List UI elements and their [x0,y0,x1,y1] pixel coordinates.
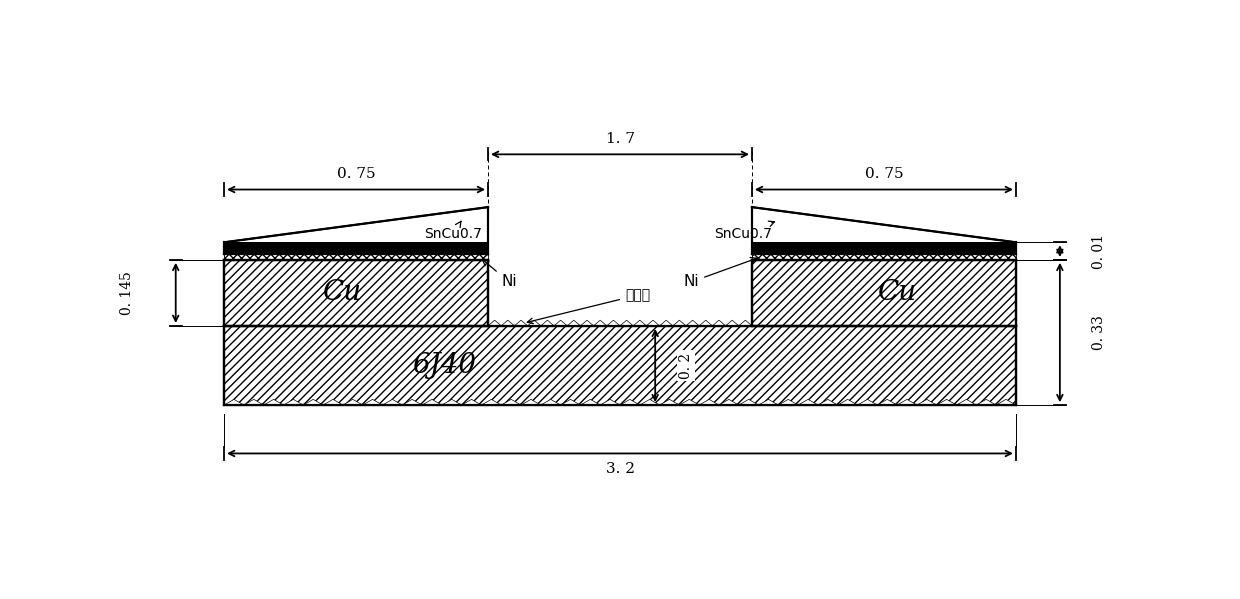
Polygon shape [382,400,402,405]
Polygon shape [956,400,976,405]
Polygon shape [481,400,501,405]
Text: 1. 7: 1. 7 [605,132,635,146]
Polygon shape [620,320,634,326]
Polygon shape [916,400,936,405]
Bar [751,260,1016,326]
Polygon shape [284,400,304,405]
Text: 0. 145: 0. 145 [120,271,134,315]
Polygon shape [362,400,382,405]
Text: 0. 2: 0. 2 [680,352,693,379]
Polygon shape [640,400,660,405]
Text: 3. 2: 3. 2 [605,462,635,476]
Polygon shape [699,320,712,326]
Text: 6J40: 6J40 [412,352,476,379]
Bar [751,243,1016,254]
Polygon shape [580,400,600,405]
Text: 0. 75: 0. 75 [337,167,376,181]
Bar [224,243,489,254]
Polygon shape [646,320,660,326]
Polygon shape [441,400,461,405]
Polygon shape [422,400,441,405]
Polygon shape [699,400,719,405]
Polygon shape [264,400,284,405]
Polygon shape [739,400,759,405]
Polygon shape [521,400,541,405]
Bar [224,243,489,254]
Polygon shape [838,400,858,405]
Polygon shape [501,320,515,326]
Bar [751,254,1016,260]
Polygon shape [324,400,343,405]
Text: Ni: Ni [683,258,756,289]
Polygon shape [554,320,567,326]
Text: 0. 33: 0. 33 [1092,315,1106,350]
Polygon shape [686,320,699,326]
Polygon shape [759,400,779,405]
Polygon shape [725,320,739,326]
Polygon shape [528,320,541,326]
Polygon shape [996,400,1016,405]
Text: Cu: Cu [878,279,916,307]
Text: Ni: Ni [482,259,517,289]
Polygon shape [304,400,324,405]
Polygon shape [673,320,686,326]
Polygon shape [541,400,560,405]
Polygon shape [878,400,897,405]
Bar [224,254,489,260]
Text: SnCu0.7: SnCu0.7 [714,221,775,241]
Polygon shape [244,400,264,405]
Text: SnCu0.7: SnCu0.7 [424,221,482,241]
Polygon shape [620,400,640,405]
Polygon shape [343,400,362,405]
Polygon shape [739,320,751,326]
Polygon shape [224,400,244,405]
Polygon shape [224,207,489,254]
Polygon shape [858,400,878,405]
Bar [751,243,1016,254]
Polygon shape [799,400,818,405]
Polygon shape [660,400,680,405]
Polygon shape [567,320,580,326]
Text: 0. 01: 0. 01 [1092,234,1106,268]
Bar [224,326,1016,405]
Polygon shape [580,320,594,326]
Polygon shape [594,320,606,326]
Polygon shape [461,400,481,405]
Polygon shape [751,207,1016,254]
Text: Cu: Cu [324,279,362,307]
Polygon shape [818,400,838,405]
Polygon shape [634,320,646,326]
Polygon shape [897,400,916,405]
Polygon shape [779,400,799,405]
Polygon shape [712,320,725,326]
Polygon shape [606,320,620,326]
Polygon shape [600,400,620,405]
Text: 0. 75: 0. 75 [864,167,903,181]
Polygon shape [515,320,528,326]
Polygon shape [680,400,699,405]
Polygon shape [560,400,580,405]
Text: 绝缘漆: 绝缘漆 [527,288,650,323]
Polygon shape [660,320,673,326]
Polygon shape [501,400,521,405]
Bar [224,260,489,326]
Polygon shape [541,320,554,326]
Polygon shape [402,400,422,405]
Polygon shape [489,320,501,326]
Polygon shape [976,400,996,405]
Polygon shape [719,400,739,405]
Polygon shape [936,400,956,405]
